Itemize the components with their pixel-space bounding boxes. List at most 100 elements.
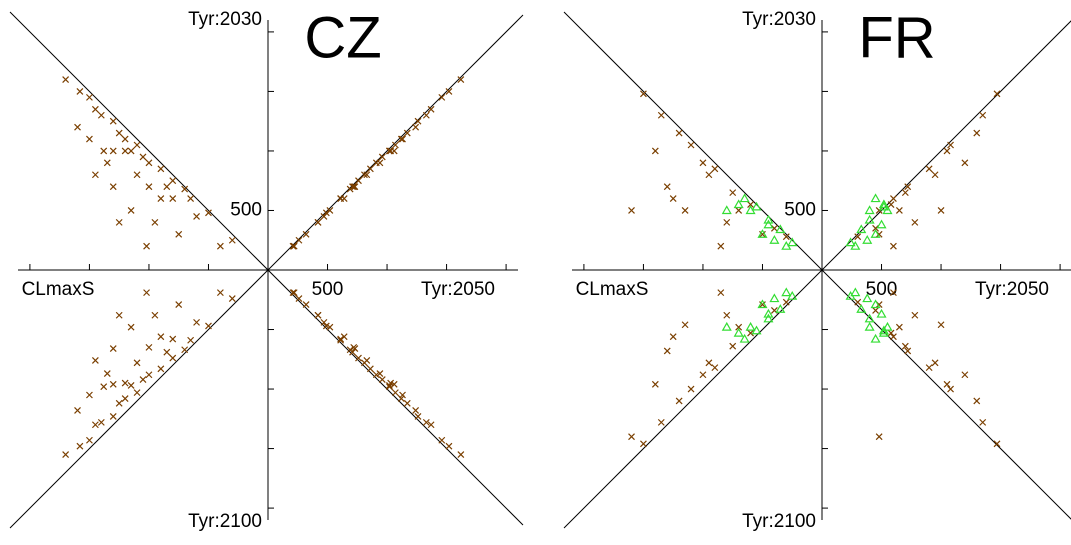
point — [169, 195, 177, 202]
point — [901, 342, 909, 350]
point — [302, 301, 310, 308]
point — [187, 336, 195, 344]
point — [931, 359, 939, 367]
point — [157, 365, 165, 373]
axis-label: Tyr:2050 — [421, 279, 495, 300]
point — [169, 354, 177, 362]
point — [157, 165, 165, 173]
point — [349, 183, 356, 191]
point — [397, 395, 405, 402]
point — [872, 307, 879, 314]
point — [745, 321, 756, 331]
point — [127, 382, 135, 389]
point — [355, 354, 362, 362]
point — [295, 295, 303, 302]
diagonal — [563, 20, 1071, 529]
point — [640, 90, 647, 98]
point — [340, 333, 348, 341]
point — [890, 195, 897, 202]
point — [151, 311, 159, 319]
point — [74, 123, 81, 131]
point — [876, 219, 887, 229]
point — [91, 105, 99, 113]
point — [350, 183, 358, 191]
point — [74, 407, 81, 414]
point — [878, 327, 889, 337]
point — [717, 289, 725, 297]
point — [457, 451, 465, 458]
point — [856, 304, 867, 313]
point — [882, 321, 893, 331]
point — [127, 147, 135, 155]
point — [438, 93, 446, 101]
point — [890, 289, 897, 297]
point — [91, 171, 99, 179]
point — [351, 345, 359, 352]
point — [763, 219, 774, 229]
point — [326, 207, 334, 214]
point — [127, 207, 135, 214]
point — [127, 323, 135, 331]
point — [143, 242, 150, 250]
point — [723, 218, 731, 226]
point — [876, 308, 887, 318]
point — [403, 399, 411, 407]
point — [103, 370, 111, 377]
point — [782, 298, 790, 306]
point — [675, 129, 683, 137]
diagonal — [563, 11, 1071, 520]
point — [157, 333, 165, 341]
point — [663, 347, 671, 355]
point — [856, 224, 867, 234]
point — [854, 298, 862, 306]
point — [931, 171, 939, 179]
point — [133, 389, 141, 397]
point — [781, 287, 792, 297]
point — [723, 311, 731, 319]
point — [870, 333, 881, 343]
point — [735, 323, 743, 331]
point — [769, 293, 780, 303]
point — [145, 159, 153, 167]
point — [163, 348, 171, 356]
point — [651, 147, 659, 155]
point — [687, 385, 695, 393]
point — [139, 153, 147, 161]
point — [169, 177, 177, 185]
point — [228, 295, 236, 302]
point — [862, 235, 873, 244]
point — [205, 209, 212, 217]
point — [890, 242, 897, 250]
point — [747, 201, 754, 208]
point — [86, 93, 93, 101]
point — [175, 301, 183, 308]
point — [205, 322, 212, 330]
point — [651, 380, 659, 388]
point — [904, 183, 912, 191]
point — [86, 436, 93, 444]
point — [169, 335, 177, 343]
point — [340, 195, 348, 202]
point — [925, 165, 933, 173]
axis-label: Tyr:2030 — [742, 9, 816, 30]
point — [870, 229, 881, 238]
point — [100, 383, 108, 391]
point — [91, 357, 99, 364]
point — [943, 147, 951, 155]
point — [145, 371, 153, 379]
point — [295, 236, 303, 244]
point — [628, 207, 635, 214]
point — [438, 436, 446, 444]
point — [391, 389, 399, 397]
point — [145, 343, 153, 351]
tick-label: 500 — [230, 199, 262, 220]
point — [62, 451, 70, 458]
point — [290, 242, 298, 250]
point — [193, 318, 200, 326]
point — [717, 242, 725, 250]
point — [355, 177, 362, 185]
point — [878, 201, 889, 211]
point — [115, 129, 123, 137]
axis-label: Tyr:2100 — [742, 511, 816, 532]
point — [943, 380, 951, 388]
